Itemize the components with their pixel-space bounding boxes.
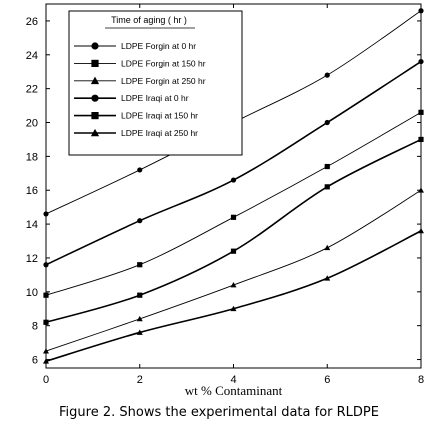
y-tick-label: 12 bbox=[26, 253, 38, 265]
x-tick-label: 8 bbox=[418, 374, 424, 386]
y-tick-label: 26 bbox=[26, 16, 38, 28]
legend-marker bbox=[91, 59, 99, 67]
legend-item: LDPE Forgin at 250 hr bbox=[74, 76, 206, 86]
data-point bbox=[418, 136, 424, 143]
y-tick-label: 14 bbox=[26, 219, 38, 231]
data-point bbox=[137, 218, 143, 224]
series-3 bbox=[43, 187, 424, 354]
legend-label: LDPE Forgin at 0 hr bbox=[121, 41, 196, 51]
data-point bbox=[418, 227, 424, 234]
legend-label: LDPE Forgin at 150 hr bbox=[121, 58, 206, 68]
y-tick-label: 16 bbox=[26, 185, 38, 197]
data-point bbox=[324, 275, 331, 281]
data-point bbox=[137, 167, 143, 173]
y-tick-label: 22 bbox=[26, 84, 38, 96]
legend-item: LDPE Iraqi at 250 hr bbox=[74, 128, 198, 138]
x-tick-label: 4 bbox=[230, 374, 236, 386]
data-point bbox=[136, 315, 143, 322]
series-4 bbox=[43, 58, 424, 268]
legend-marker bbox=[91, 112, 99, 120]
legend-item: LDPE Iraqi at 150 hr bbox=[74, 111, 198, 121]
x-tick-label: 6 bbox=[324, 374, 330, 386]
data-point bbox=[418, 109, 424, 115]
data-point bbox=[418, 58, 424, 65]
legend-marker bbox=[90, 128, 100, 137]
data-point bbox=[230, 177, 237, 183]
data-point bbox=[324, 119, 330, 126]
data-point bbox=[43, 348, 49, 354]
x-tick-label: 2 bbox=[137, 374, 143, 386]
data-point bbox=[230, 282, 237, 288]
series-6 bbox=[43, 227, 424, 364]
figure-caption: Figure 2. Shows the experimental data fo… bbox=[59, 405, 379, 420]
x-axis-label: wt % Contaminant bbox=[185, 383, 283, 398]
legend: Time of aging ( hr ) LDPE Forgin at 0 hr L… bbox=[68, 10, 243, 156]
series-2 bbox=[43, 109, 424, 298]
data-point bbox=[137, 262, 143, 268]
legend-label: LDPE Forgin at 250 hr bbox=[121, 76, 206, 86]
legend-label: LDPE Iraqi at 150 hr bbox=[121, 111, 198, 121]
data-point bbox=[418, 8, 424, 14]
y-tick-label: 24 bbox=[26, 50, 38, 62]
y-tick-label: 8 bbox=[32, 321, 38, 333]
series-group bbox=[43, 8, 424, 364]
series-5 bbox=[43, 136, 424, 325]
data-point bbox=[230, 214, 237, 220]
data-point bbox=[43, 319, 49, 325]
data-point bbox=[137, 292, 143, 298]
data-point bbox=[418, 187, 424, 193]
legend-label: LDPE Iraqi at 250 hr bbox=[121, 128, 198, 138]
y-tick-label: 20 bbox=[26, 118, 38, 130]
series-line bbox=[45, 189, 422, 352]
data-point bbox=[230, 248, 237, 254]
data-point bbox=[43, 292, 49, 298]
series-line bbox=[45, 138, 422, 324]
legend-title: Time of aging ( hr ) bbox=[111, 15, 187, 25]
data-point bbox=[230, 305, 237, 312]
x-tick-label: 0 bbox=[43, 374, 49, 386]
legend-item: LDPE Forgin at 150 hr bbox=[74, 58, 206, 68]
y-tick-label: 6 bbox=[32, 355, 38, 367]
legend-marker bbox=[91, 42, 99, 50]
data-point bbox=[324, 163, 330, 170]
data-point bbox=[43, 262, 49, 268]
data-point bbox=[324, 244, 331, 251]
legend-item: LDPE Forgin at 0 hr bbox=[74, 41, 196, 51]
data-point bbox=[43, 211, 49, 217]
y-tick-label: 10 bbox=[26, 287, 38, 299]
data-point bbox=[136, 329, 143, 335]
data-point bbox=[324, 184, 330, 190]
legend-label: LDPE Iraqi at 0 hr bbox=[121, 93, 189, 103]
y-tick-label: 18 bbox=[26, 151, 38, 163]
data-point bbox=[43, 358, 49, 364]
data-point bbox=[324, 72, 330, 78]
legend-marker bbox=[90, 76, 100, 85]
legend-marker bbox=[91, 94, 99, 102]
legend-item: LDPE Iraqi at 0 hr bbox=[74, 93, 189, 103]
